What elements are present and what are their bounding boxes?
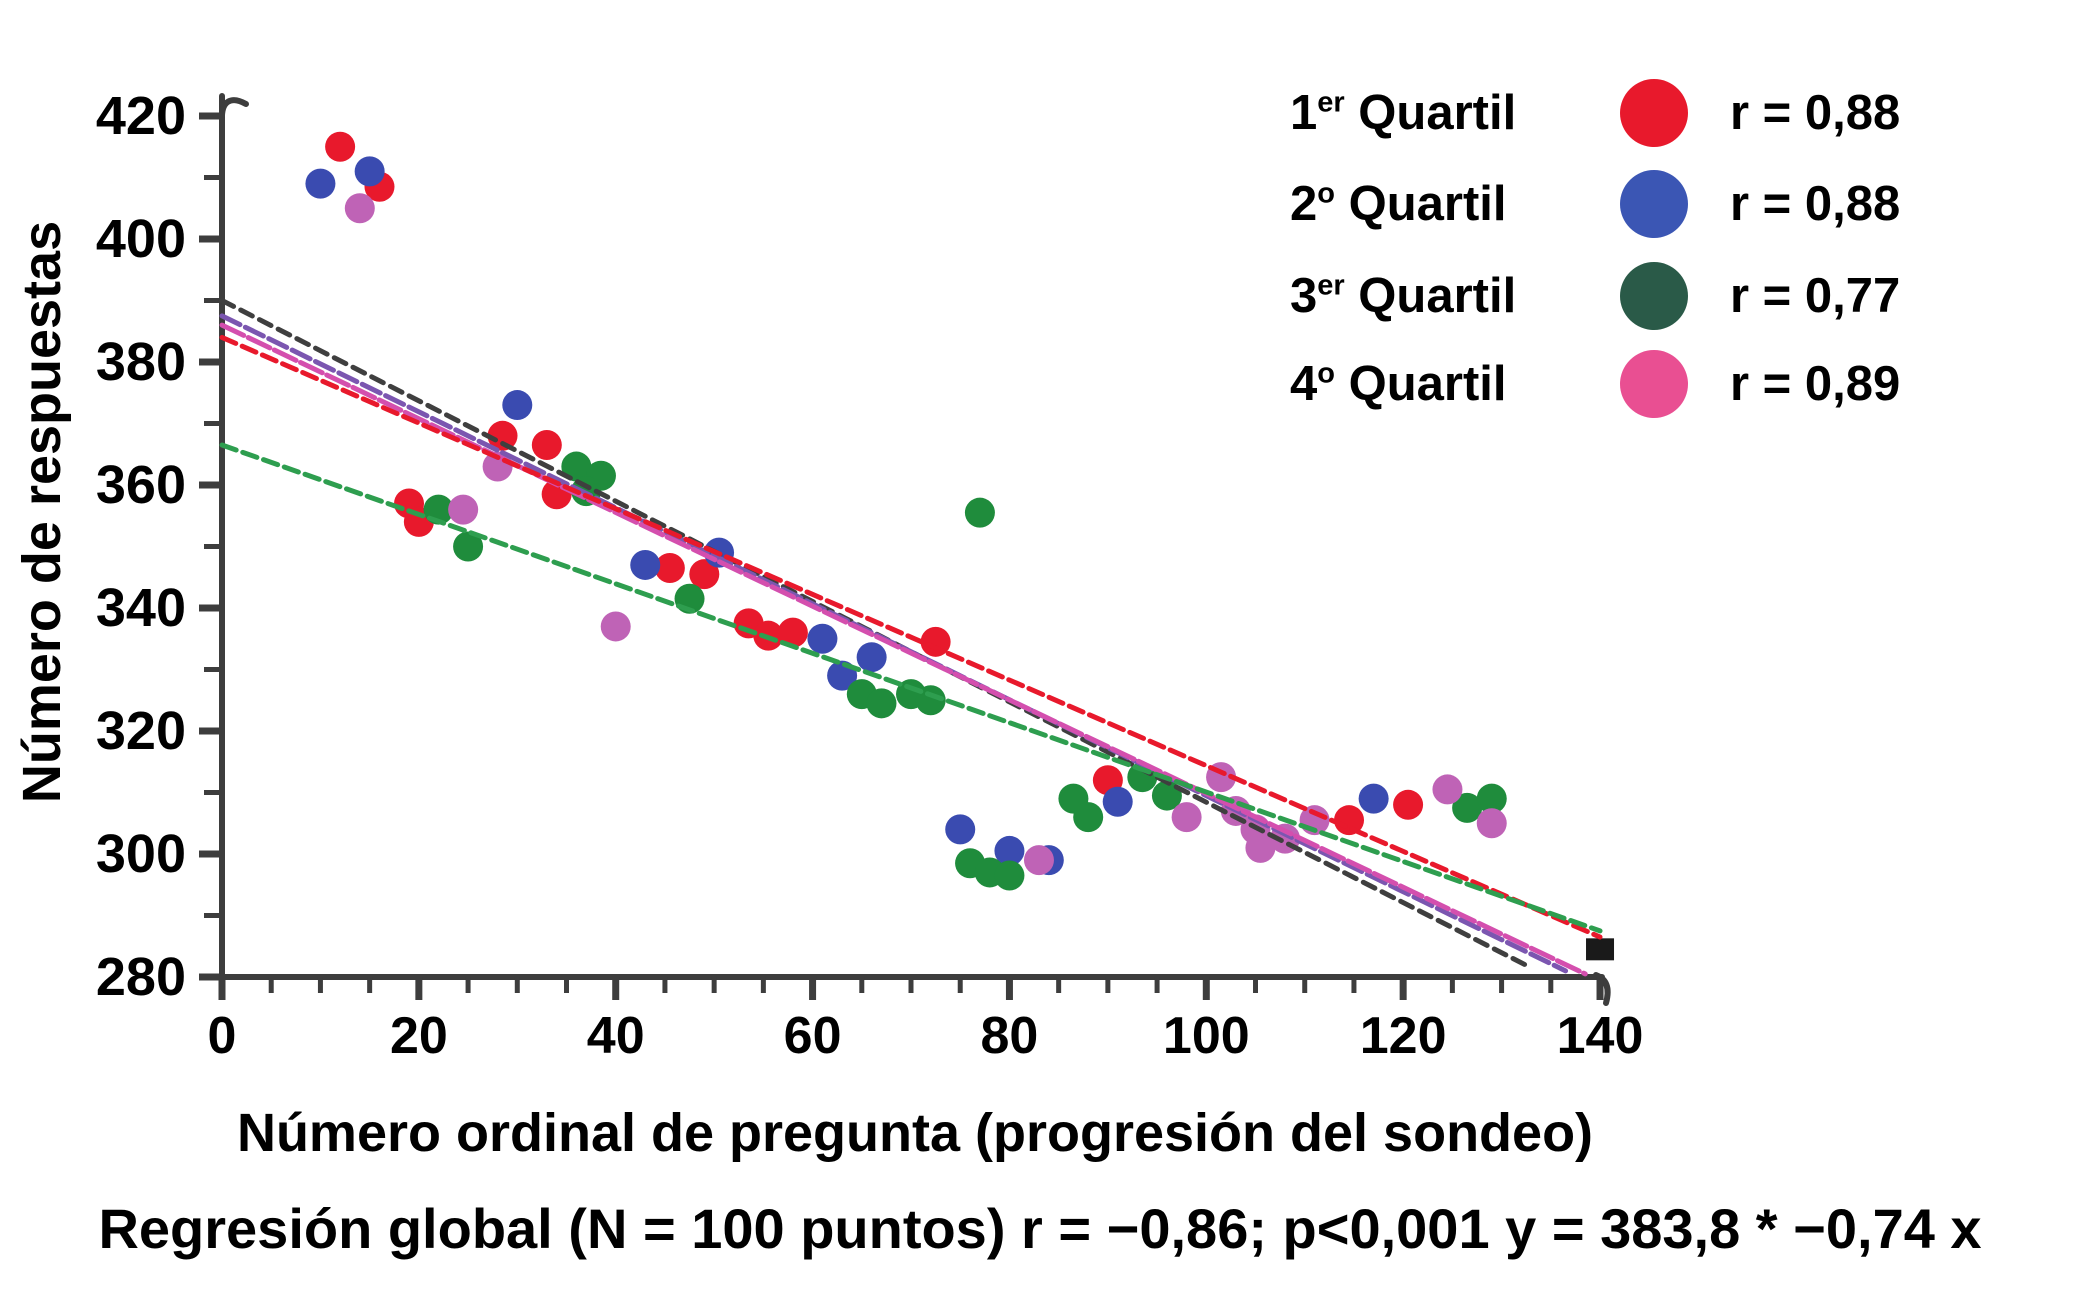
y-tick-label: 340 <box>96 578 186 638</box>
scatter-point <box>945 814 976 845</box>
scatter-point <box>1171 802 1202 833</box>
y-tick-label: 380 <box>96 332 186 392</box>
scatter-point <box>1452 792 1483 823</box>
scatter-point <box>1358 783 1389 814</box>
scatter-point <box>964 497 995 528</box>
y-tick-label: 400 <box>96 209 186 269</box>
x-tick-label: 20 <box>390 1007 448 1065</box>
y-axis-title: Número de respuestas <box>12 220 72 804</box>
scatter-point <box>1073 802 1104 833</box>
scatter-point <box>453 531 484 562</box>
x-tick-label: 100 <box>1163 1007 1250 1065</box>
scatter-point <box>561 451 592 482</box>
x-axis-title: Número ordinal de pregunta (progresión d… <box>236 1103 1594 1163</box>
scatter-point <box>600 611 631 642</box>
y-axis-flourish <box>218 97 249 123</box>
scatter-point <box>502 390 533 421</box>
scatter-point <box>994 860 1025 891</box>
scatter-point <box>1393 789 1424 820</box>
y-tick-label: 360 <box>96 455 186 515</box>
scatter-point <box>630 549 661 580</box>
x-tick-label: 80 <box>981 1007 1039 1065</box>
scatter-point <box>354 156 385 187</box>
x-tick-label: 0 <box>208 1007 237 1065</box>
scatter-point <box>1102 786 1133 817</box>
scatter-point <box>1476 783 1507 814</box>
x-tick-label: 140 <box>1557 1007 1644 1065</box>
scatter-point <box>1245 832 1276 863</box>
scatter-point <box>994 835 1025 866</box>
regression-line <box>219 442 1603 934</box>
scatter-point <box>531 430 562 461</box>
scatter-point <box>325 131 356 162</box>
x-tick-label: 60 <box>784 1007 842 1065</box>
scatter-point <box>487 420 518 451</box>
y-tick-label: 300 <box>96 824 186 884</box>
x-axis-flourish <box>1593 972 1611 1006</box>
scatter-point <box>344 193 375 224</box>
x-tick-label: 40 <box>587 1007 645 1065</box>
end-square-marker <box>1586 938 1615 961</box>
scatter-point <box>807 623 838 654</box>
scatter-point <box>856 642 887 673</box>
scatter-point <box>1023 845 1054 876</box>
scatter-point <box>1432 774 1463 805</box>
scatter-point <box>777 617 808 648</box>
scatter-point <box>1334 805 1365 836</box>
scatter-point <box>448 494 479 525</box>
scatter-point <box>915 685 946 716</box>
scatter-point <box>1476 808 1507 839</box>
regression-line <box>219 334 1603 940</box>
scatter-point <box>866 688 897 719</box>
scatter-point <box>689 559 720 590</box>
scatter-point <box>305 168 336 199</box>
y-tick-label: 320 <box>96 701 186 761</box>
scatter-point <box>654 553 685 584</box>
y-tick-label: 280 <box>96 947 186 1007</box>
y-tick-label: 420 <box>96 86 186 146</box>
global-regression-caption: Regresión global (N = 100 puntos) r = −0… <box>98 1197 1982 1260</box>
x-tick-label: 120 <box>1360 1007 1447 1065</box>
regression-line <box>219 322 1588 977</box>
